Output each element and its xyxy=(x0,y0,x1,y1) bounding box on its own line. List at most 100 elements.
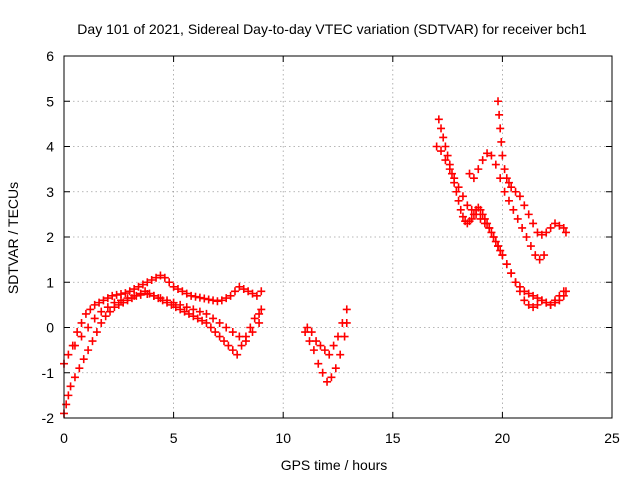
data-point xyxy=(215,332,224,341)
data-point xyxy=(209,296,218,305)
data-point xyxy=(507,269,516,278)
data-point xyxy=(533,294,542,303)
data-point xyxy=(542,228,551,237)
data-point xyxy=(323,377,332,386)
data-point xyxy=(320,346,329,355)
data-point xyxy=(86,305,95,314)
data-point xyxy=(336,350,345,359)
data-point xyxy=(520,296,529,305)
y-tick-label: 4 xyxy=(46,139,54,155)
data-point xyxy=(191,292,200,301)
data-point xyxy=(77,332,86,341)
data-point xyxy=(211,328,220,337)
data-point xyxy=(241,337,250,346)
data-point xyxy=(209,314,218,323)
series-8 xyxy=(494,97,570,239)
data-point xyxy=(432,142,441,151)
x-tick-label: 5 xyxy=(170,430,178,446)
data-point xyxy=(498,251,507,260)
data-point xyxy=(189,305,198,314)
data-point xyxy=(533,300,542,309)
data-point xyxy=(222,323,231,332)
y-tick-label: 3 xyxy=(46,184,54,200)
data-point xyxy=(551,296,560,305)
data-point xyxy=(233,350,242,359)
data-point xyxy=(195,293,204,302)
data-point xyxy=(463,201,472,210)
data-point xyxy=(487,228,496,237)
series-6 xyxy=(432,142,568,312)
data-point xyxy=(160,273,169,282)
data-point xyxy=(182,303,191,312)
grid-lines xyxy=(64,56,612,418)
y-tick-label: 0 xyxy=(46,320,54,336)
data-point xyxy=(255,309,264,318)
data-point xyxy=(143,278,152,287)
data-point xyxy=(496,246,505,255)
data-point xyxy=(255,318,264,327)
data-point xyxy=(522,233,531,241)
data-point xyxy=(537,230,546,239)
data-point xyxy=(215,318,224,327)
y-tick-label: -1 xyxy=(42,365,55,381)
data-point xyxy=(494,242,503,251)
data-point xyxy=(511,187,520,196)
data-point xyxy=(90,300,99,309)
data-point xyxy=(434,115,443,124)
data-point xyxy=(222,294,231,303)
data-point xyxy=(202,318,211,327)
data-point xyxy=(469,174,478,183)
data-point xyxy=(524,289,533,298)
data-point xyxy=(156,294,165,303)
data-point xyxy=(465,169,474,178)
data-point xyxy=(480,219,489,228)
data-point xyxy=(555,291,564,300)
data-point xyxy=(447,169,456,178)
data-point xyxy=(79,355,88,364)
data-point xyxy=(511,278,520,287)
series-0 xyxy=(60,287,266,418)
data-point xyxy=(546,300,555,309)
data-point xyxy=(500,187,509,196)
data-point xyxy=(489,233,498,241)
data-point xyxy=(130,285,139,294)
data-point xyxy=(476,214,485,223)
series-2 xyxy=(70,290,264,350)
data-point xyxy=(75,364,84,373)
data-point xyxy=(559,223,568,232)
data-point xyxy=(487,151,496,160)
data-point xyxy=(316,341,325,350)
data-point xyxy=(531,251,540,260)
data-point xyxy=(458,192,467,201)
series-5 xyxy=(434,115,570,309)
series-7 xyxy=(465,149,549,264)
data-point xyxy=(327,373,336,382)
data-point xyxy=(103,294,112,303)
data-point xyxy=(248,289,257,298)
data-point xyxy=(307,328,316,337)
data-point xyxy=(441,142,450,151)
axis-tick-labels: 0 5 10 15 20 25 -2 -1 0 1 2 3 4 5 6 xyxy=(42,48,620,446)
data-point xyxy=(497,137,506,146)
data-point xyxy=(239,285,248,294)
data-point xyxy=(252,291,261,300)
data-point xyxy=(202,309,211,318)
x-tick-label: 10 xyxy=(275,430,291,446)
data-point xyxy=(92,328,101,337)
y-axis-label: SDTVAR / TECUs xyxy=(5,182,21,294)
data-point xyxy=(472,210,481,219)
data-point xyxy=(529,303,538,312)
data-point xyxy=(230,287,239,296)
data-point xyxy=(178,287,187,296)
x-tick-label: 25 xyxy=(604,430,620,446)
data-point xyxy=(138,280,147,289)
data-point xyxy=(474,165,483,174)
data-point xyxy=(110,298,119,307)
axis-ticks xyxy=(63,55,613,419)
data-point xyxy=(437,124,446,133)
data-point xyxy=(112,290,121,299)
data-point xyxy=(314,359,323,368)
data-point xyxy=(70,373,79,382)
data-point xyxy=(152,273,161,282)
data-point xyxy=(555,221,564,230)
